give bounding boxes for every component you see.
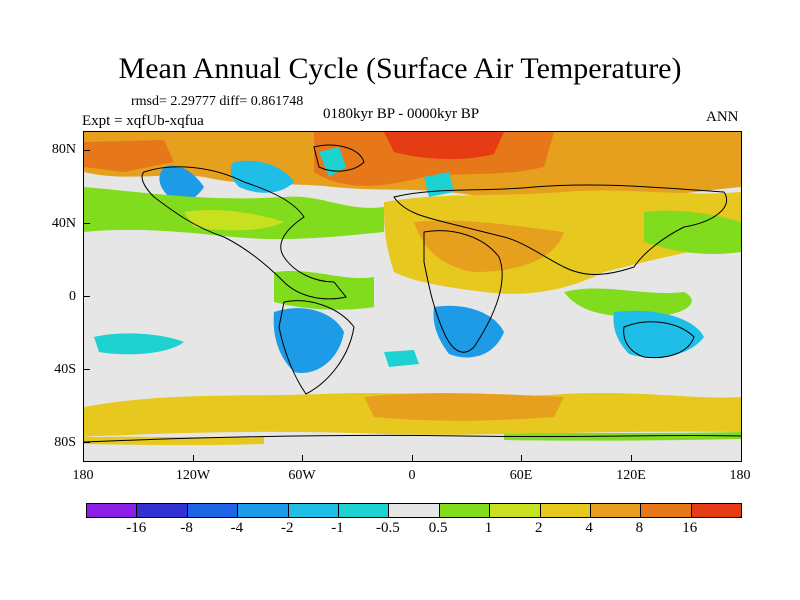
colorbar-segment — [288, 504, 339, 517]
colorbar-label: -0.5 — [375, 520, 400, 536]
lat-tick — [84, 442, 90, 443]
colorbar-segment — [590, 504, 642, 517]
colorbar-label: 1 — [484, 520, 493, 536]
colorbar-label: 2 — [535, 520, 543, 536]
lat-tick — [84, 369, 90, 370]
lon-label-60e: 60E — [509, 468, 533, 483]
plot-title: Mean Annual Cycle (Surface Air Temperatu… — [118, 52, 682, 85]
experiment-label: Expt = xqfUb-xqfua — [82, 113, 204, 129]
colorbar-label: 4 — [585, 520, 593, 536]
lat-label-40s: 40S — [54, 362, 76, 377]
lat-label-40n: 40N — [51, 216, 76, 231]
colorbar-segment — [137, 504, 188, 517]
colorbar-label: -8 — [180, 520, 193, 536]
lat-tick — [84, 150, 90, 151]
lon-label-120e: 120E — [616, 468, 646, 483]
lat-tick — [84, 223, 90, 224]
lon-label-60w: 60W — [288, 468, 316, 483]
lat-label-0: 0 — [69, 289, 76, 304]
colorbar-label: -4 — [230, 520, 244, 536]
colorbar-segment — [540, 504, 591, 517]
colorbar-label: -1 — [331, 520, 344, 536]
temperature-anomaly-map — [83, 131, 742, 462]
colorbar-label: 16 — [682, 520, 698, 536]
lon-label-180w: 180 — [72, 468, 94, 483]
colorbar-segment — [691, 504, 742, 517]
colorbar-segment — [238, 504, 289, 517]
colorbar-segment — [187, 504, 239, 517]
lon-label-0: 0 — [408, 468, 416, 483]
lat-label-80n: 80N — [51, 142, 76, 157]
colorbar-segment — [641, 504, 692, 517]
colorbar-segment — [490, 504, 541, 517]
map-svg — [84, 132, 741, 461]
colorbar-label: -16 — [126, 520, 147, 536]
lon-tick — [193, 455, 194, 461]
colorbar — [86, 503, 742, 518]
rmsd-diff-stats: rmsd= 2.29777 diff= 0.861748 — [131, 94, 304, 109]
lat-tick — [84, 296, 90, 297]
season-label: ANN — [706, 109, 739, 125]
lon-tick — [302, 455, 303, 461]
lat-label-80s: 80S — [54, 435, 76, 450]
colorbar-label: 8 — [635, 520, 644, 536]
lon-label-180e: 180 — [729, 468, 751, 483]
colorbar-segment — [439, 504, 491, 517]
colorbar-segment — [389, 504, 440, 517]
colorbar-segment — [338, 504, 390, 517]
colorbar-label: 0.5 — [428, 520, 448, 536]
lon-tick — [412, 455, 413, 461]
colorbar-label: -2 — [280, 520, 294, 536]
period-label: 0180kyr BP - 0000kyr BP — [323, 106, 480, 122]
colorbar-segment — [87, 504, 138, 517]
lon-label-120w: 120W — [175, 468, 211, 483]
lon-tick — [521, 455, 522, 461]
lon-tick — [631, 455, 632, 461]
